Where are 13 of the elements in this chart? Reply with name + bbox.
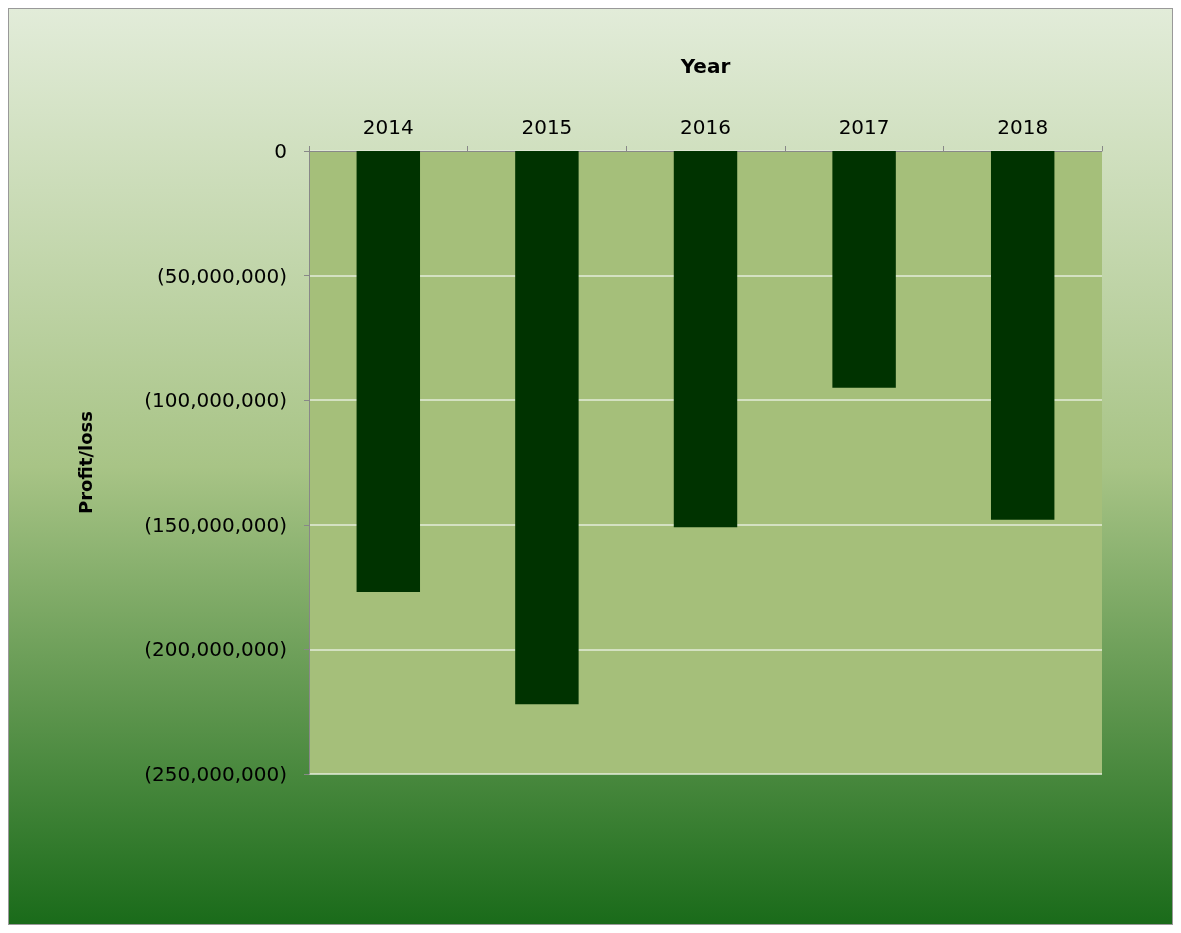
x-tick-label: 2017 (838, 115, 890, 139)
x-tick-label: 2016 (680, 115, 731, 139)
y-axis-title: Profit/loss (74, 411, 96, 514)
x-tick-label: 2018 (997, 115, 1049, 139)
y-tick-label: (200,000,000) (144, 637, 287, 662)
y-tick-label: (100,000,000) (144, 388, 287, 413)
x-tick-label: 2014 (362, 115, 414, 139)
x-tick-label: 2015 (521, 115, 573, 139)
y-tick-label: (150,000,000) (144, 512, 287, 537)
y-tick-label: (50,000,000) (156, 263, 287, 288)
x-axis-title: Year (679, 54, 731, 78)
y-tick-label: 0 (274, 139, 287, 163)
y-tick-label: (250,000,000) (144, 762, 287, 786)
